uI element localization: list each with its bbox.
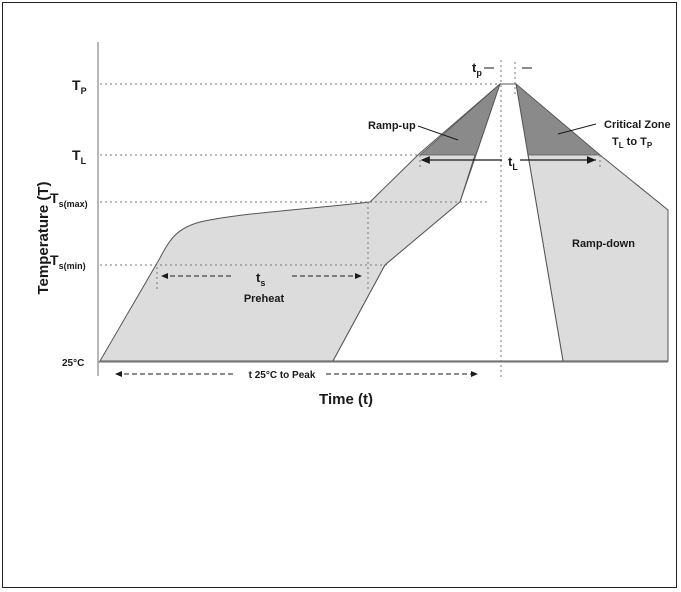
critical-zone-pointer	[557, 123, 597, 135]
label-critical-zone-range: TL to TP	[612, 136, 653, 150]
label-tp: tp	[472, 60, 482, 78]
label-ramp-up: Ramp-up	[368, 120, 416, 132]
tick-tsmin: Ts(min)	[50, 252, 86, 271]
label-ramp-down: Ramp-down	[572, 238, 635, 250]
tick-tp: TP	[72, 77, 87, 96]
label-preheat: Preheat	[244, 293, 285, 305]
y-axis-title: Temperature (T)	[35, 181, 52, 294]
x-axis-title: Time (t)	[319, 391, 373, 408]
label-ts: ts	[256, 270, 265, 288]
label-tl: tL	[508, 154, 518, 172]
label-critical-zone: Critical Zone	[604, 119, 671, 131]
ramp-up-pointer	[417, 125, 459, 141]
label-t25-to-peak: t 25°C to Peak	[249, 370, 316, 381]
tick-25c: 25°C	[62, 358, 84, 369]
tick-tsmax: Ts(max)	[50, 190, 88, 209]
critical-zone-right	[515, 82, 602, 156]
tick-tl: TL	[72, 147, 87, 166]
profile-inner-gap	[332, 83, 564, 362]
